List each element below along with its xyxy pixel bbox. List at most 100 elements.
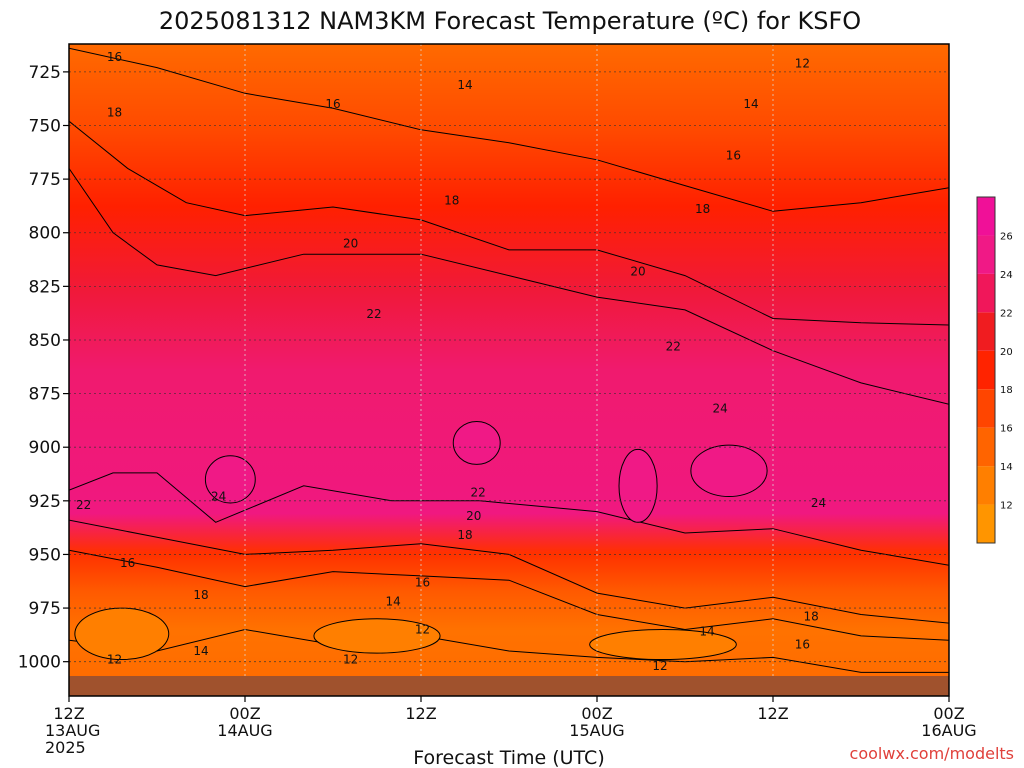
colorbar-swatch-16	[977, 389, 995, 428]
closed-isotherm-24-0	[204, 455, 256, 504]
y-tick-label-825: 825	[29, 277, 61, 297]
colorbar-swatch-24	[977, 235, 995, 274]
colorbar: 12 14 16 18 20 22 24 26	[976, 196, 1013, 544]
closed-isotherm-12-4	[74, 607, 170, 661]
contour-label-27: 12	[343, 653, 358, 667]
contour-label-2: 12	[795, 56, 810, 70]
isotherm-16-5	[69, 549, 949, 641]
closed-isotherm-24-1	[452, 420, 501, 465]
isotherm-12-6	[69, 628, 949, 673]
contour-label-7: 18	[444, 194, 459, 208]
contour-label-layer: 16 14 12 16 14 18 16 18 18 20 20 22 22 24 24 22 22 20 18 24…	[76, 50, 826, 673]
contour-label-6: 16	[726, 149, 741, 163]
y-tick-label-850: 850	[29, 331, 61, 351]
contour-label-17: 20	[466, 509, 481, 523]
contour-label-10: 20	[630, 264, 645, 278]
y-tick-label-775: 775	[29, 170, 61, 190]
contour-label-11: 22	[366, 307, 381, 321]
x-tick-label-0-0: 12Z	[53, 704, 84, 723]
contour-label-14: 24	[211, 490, 226, 504]
y-tick-label-875: 875	[29, 385, 61, 405]
contour-label-31: 12	[652, 659, 667, 673]
y-tick-label-925: 925	[29, 492, 61, 512]
contour-label-8: 18	[695, 202, 710, 216]
contour-label-12: 22	[666, 339, 681, 353]
contour-label-23: 14	[385, 595, 400, 609]
contour-label-22: 18	[193, 588, 208, 602]
colorbar-swatch-22	[977, 273, 995, 313]
y-tick-label-800: 800	[29, 224, 61, 244]
colorbar-swatch-10	[977, 504, 995, 543]
contour-label-26: 12	[107, 653, 122, 667]
closed-isotherm-12-5	[313, 618, 441, 654]
contour-label-30: 16	[795, 638, 810, 652]
plot-area: 16 14 12 16 14 18 16 18 18 20 20 22 22 24 24 22 22 20 18 24…	[69, 44, 949, 696]
y-axis-ticks: 725 750 775 800 825 850 875 900 925 950 975 1000	[18, 63, 69, 673]
colorbar-swatch-18	[977, 350, 995, 390]
x-tick-label-24-0: 12Z	[405, 704, 436, 723]
colorbar-swatch-20	[977, 312, 995, 351]
x-tick-label-48-0: 12Z	[757, 704, 788, 723]
x-tick-label-36-1: 15AUG	[569, 721, 624, 740]
contour-label-29: 14	[699, 625, 714, 639]
x-tick-label-0-2: 2025	[45, 738, 86, 757]
contour-label-21: 16	[415, 575, 430, 589]
contour-label-5: 18	[107, 106, 122, 120]
colorbar-frame	[976, 196, 996, 544]
x-tick-label-12-1: 14AUG	[217, 721, 272, 740]
colorbar-tick-16: 16	[1000, 424, 1013, 435]
contour-label-15: 22	[76, 498, 91, 512]
colorbar-swatch-12	[977, 466, 995, 505]
contour-label-24: 12	[415, 623, 430, 637]
x-tick-label-60-0: 00Z	[933, 704, 964, 723]
grid-layer	[69, 44, 949, 696]
contour-label-18: 18	[457, 528, 472, 542]
x-tick-label-0-1: 13AUG	[45, 721, 100, 740]
colorbar-tick-18: 18	[1000, 385, 1013, 396]
credit-link[interactable]: coolwx.com/modelts	[850, 744, 1014, 763]
surface-terrain	[69, 676, 949, 696]
contour-label-0: 16	[107, 50, 122, 64]
colorbar-swatch-14	[977, 427, 995, 467]
contour-label-3: 16	[325, 97, 340, 111]
isotherm-20-2	[69, 168, 949, 405]
y-tick-label-950: 950	[29, 545, 61, 565]
closed-isotherm-24-3	[690, 444, 768, 498]
isotherm-layer	[69, 47, 949, 673]
y-tick-label-900: 900	[29, 438, 61, 458]
closed-isotherm-24-2	[618, 448, 658, 523]
x-axis-label: Forecast Time (UTC)	[413, 747, 604, 768]
contour-label-19: 24	[811, 496, 826, 510]
plot-frame	[68, 43, 950, 697]
isotherm-16-0	[69, 47, 949, 212]
colorbar-tick-14: 14	[1000, 462, 1013, 473]
contour-label-1: 14	[457, 78, 472, 92]
closed-isotherm-12-6	[589, 629, 737, 661]
colorbar-swatch-26	[977, 197, 995, 236]
plot-background-fill	[69, 44, 949, 696]
contour-label-13: 24	[713, 402, 728, 416]
y-tick-label-975: 975	[29, 599, 61, 619]
x-tick-label-60-1: 16AUG	[921, 721, 976, 740]
contour-label-4: 14	[743, 97, 758, 111]
contour-label-20: 16	[120, 556, 135, 570]
colorbar-tick-20: 20	[1000, 347, 1013, 358]
chart-title: 2025081312 NAM3KM Forecast Temperature (…	[159, 7, 861, 35]
contour-label-28: 18	[803, 610, 818, 624]
colorbar-tick-22: 22	[1000, 308, 1013, 319]
y-tick-label-750: 750	[29, 117, 61, 137]
colorbar-tick-26: 26	[1000, 231, 1013, 242]
contour-label-25: 14	[193, 644, 208, 658]
colorbar-tick-24: 24	[1000, 270, 1013, 281]
y-tick-label-1000: 1000	[18, 653, 61, 673]
colorbar-tick-12: 12	[1000, 501, 1013, 512]
closed-isotherm-layer	[74, 420, 768, 661]
x-tick-label-36-0: 00Z	[581, 704, 612, 723]
contour-label-16: 22	[471, 485, 486, 499]
contour-label-9: 20	[343, 236, 358, 250]
x-tick-label-12-0: 00Z	[229, 704, 260, 723]
y-tick-label-725: 725	[29, 63, 61, 83]
isotherm-18-1	[69, 120, 949, 326]
